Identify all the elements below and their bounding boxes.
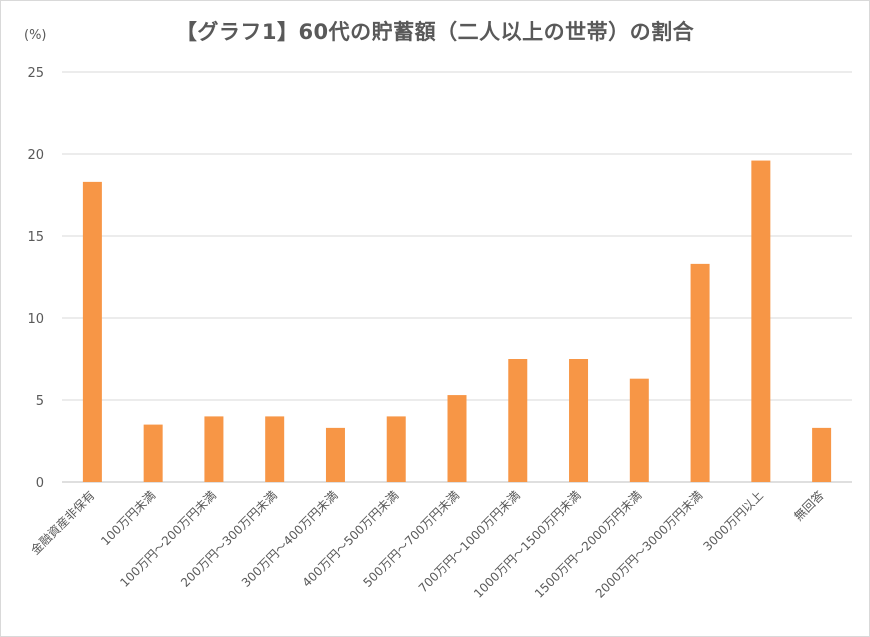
bar: [265, 416, 285, 482]
y-tick-label: 0: [36, 476, 44, 491]
bar: [690, 263, 710, 482]
bar: [629, 378, 649, 482]
bar: [751, 160, 771, 482]
bar: [325, 427, 345, 482]
y-tick-label: 25: [27, 66, 44, 81]
bar: [569, 359, 589, 482]
bar: [812, 427, 832, 482]
y-tick-label: 15: [27, 230, 44, 245]
bars: [82, 160, 832, 482]
bar: [82, 181, 102, 482]
bar: [508, 359, 528, 482]
gridlines: [62, 71, 852, 483]
y-tick-label: 20: [27, 148, 44, 163]
x-category-label: 3000万円以上: [701, 488, 766, 553]
x-category-label: 2000万円～3000万円未満: [593, 488, 705, 600]
bar: [386, 416, 406, 482]
x-category-label: 700万円～1000万円未満: [416, 488, 523, 595]
bar: [143, 424, 163, 482]
y-axis-ticks: 0 5 10 15 20 25: [27, 66, 44, 491]
y-tick-label: 5: [36, 394, 44, 409]
x-category-label: 金融資産非保有: [27, 488, 97, 558]
x-axis-labels: 金融資産非保有 100万円未満100万円～200万円未満200万円～300万円未満…: [27, 488, 826, 601]
x-category-label: 無回答: [791, 488, 827, 524]
bar: [204, 416, 224, 482]
y-tick-label: 10: [27, 312, 44, 327]
chart-title: 【グラフ1】60代の貯蓄額（二人以上の世帯）の割合: [175, 20, 695, 44]
x-category-label: 1000万円～1500万円未満: [471, 488, 583, 600]
x-category-label: 1500万円～2000万円未満: [532, 488, 644, 600]
x-category-label: 100万円未満: [98, 488, 158, 548]
bar: [447, 395, 467, 482]
y-axis-unit-label: (%): [24, 28, 47, 43]
